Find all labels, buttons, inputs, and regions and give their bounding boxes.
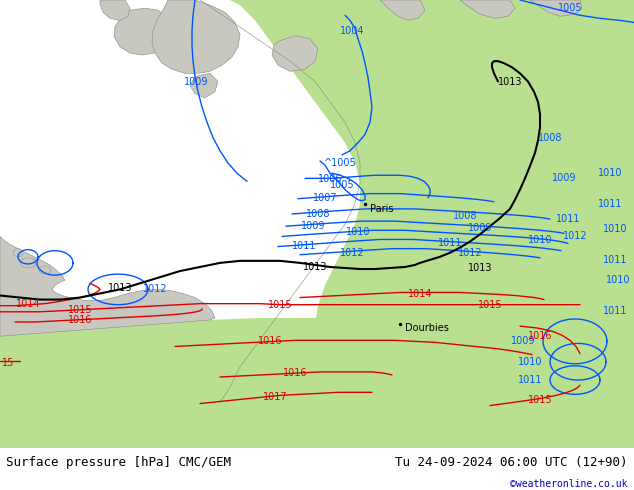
Text: 1005: 1005: [330, 180, 354, 191]
Text: 1009: 1009: [301, 221, 325, 231]
Polygon shape: [0, 287, 634, 448]
Text: 1015: 1015: [527, 395, 552, 405]
Text: 1013: 1013: [498, 76, 522, 87]
Polygon shape: [272, 36, 318, 72]
Polygon shape: [152, 0, 240, 74]
Polygon shape: [380, 0, 425, 21]
Text: ©weatheronline.co.uk: ©weatheronline.co.uk: [510, 479, 628, 489]
Text: Tu 24-09-2024 06:00 UTC (12+90): Tu 24-09-2024 06:00 UTC (12+90): [395, 456, 628, 469]
Text: 15: 15: [2, 358, 14, 368]
Text: 1010: 1010: [605, 275, 630, 285]
Polygon shape: [460, 0, 515, 18]
Text: 1008: 1008: [453, 211, 477, 221]
Text: 1012: 1012: [340, 248, 365, 258]
Text: 1010: 1010: [346, 227, 370, 237]
Text: 1011: 1011: [518, 375, 542, 385]
Polygon shape: [530, 0, 582, 16]
Text: 1016: 1016: [283, 368, 307, 378]
Text: 1005: 1005: [558, 3, 582, 13]
Text: 1017: 1017: [262, 392, 287, 402]
Text: 1009: 1009: [468, 223, 492, 233]
Text: 1011: 1011: [603, 255, 627, 265]
Text: 1012: 1012: [458, 248, 482, 258]
Text: 1016: 1016: [258, 336, 282, 346]
Text: 1013: 1013: [468, 263, 492, 273]
Text: 1011: 1011: [437, 238, 462, 247]
Text: 1013: 1013: [108, 283, 133, 294]
Text: 1014: 1014: [16, 299, 40, 309]
Text: ^1005: ^1005: [323, 158, 356, 168]
Polygon shape: [100, 0, 130, 21]
Text: 1013: 1013: [303, 262, 327, 272]
Text: 1015: 1015: [268, 300, 292, 310]
Text: 1016: 1016: [68, 315, 93, 325]
Text: 1006: 1006: [318, 174, 342, 184]
Polygon shape: [190, 74, 218, 98]
Text: 1015: 1015: [477, 300, 502, 310]
Text: Surface pressure [hPa] CMC/GEM: Surface pressure [hPa] CMC/GEM: [6, 456, 231, 469]
Text: 1009: 1009: [511, 336, 535, 346]
Text: 1016: 1016: [527, 331, 552, 341]
Text: 1012: 1012: [143, 284, 167, 294]
Text: 1010: 1010: [518, 357, 542, 367]
Text: 1011: 1011: [603, 306, 627, 316]
Polygon shape: [0, 0, 320, 448]
Polygon shape: [0, 236, 215, 336]
Polygon shape: [114, 8, 173, 55]
Polygon shape: [13, 248, 23, 257]
Text: 1011: 1011: [556, 214, 580, 224]
Text: 1010: 1010: [603, 224, 627, 234]
Text: Paris: Paris: [370, 204, 394, 214]
Text: 1015: 1015: [68, 305, 93, 315]
Text: 1007: 1007: [313, 193, 337, 203]
Polygon shape: [20, 258, 36, 268]
Text: 1008: 1008: [538, 133, 562, 143]
Text: 1011: 1011: [292, 241, 316, 250]
Text: 1009: 1009: [184, 76, 208, 87]
Polygon shape: [39, 266, 51, 274]
Polygon shape: [200, 0, 634, 448]
Text: 1004: 1004: [340, 25, 365, 36]
Text: 1014: 1014: [408, 290, 432, 299]
Text: 1011: 1011: [598, 199, 622, 209]
Text: Dourbies: Dourbies: [405, 323, 449, 333]
Text: 1008: 1008: [306, 209, 330, 219]
Text: 1009: 1009: [552, 173, 576, 183]
Text: 1010: 1010: [527, 236, 552, 245]
Text: 1010: 1010: [598, 168, 622, 178]
Text: 1012: 1012: [563, 231, 587, 242]
